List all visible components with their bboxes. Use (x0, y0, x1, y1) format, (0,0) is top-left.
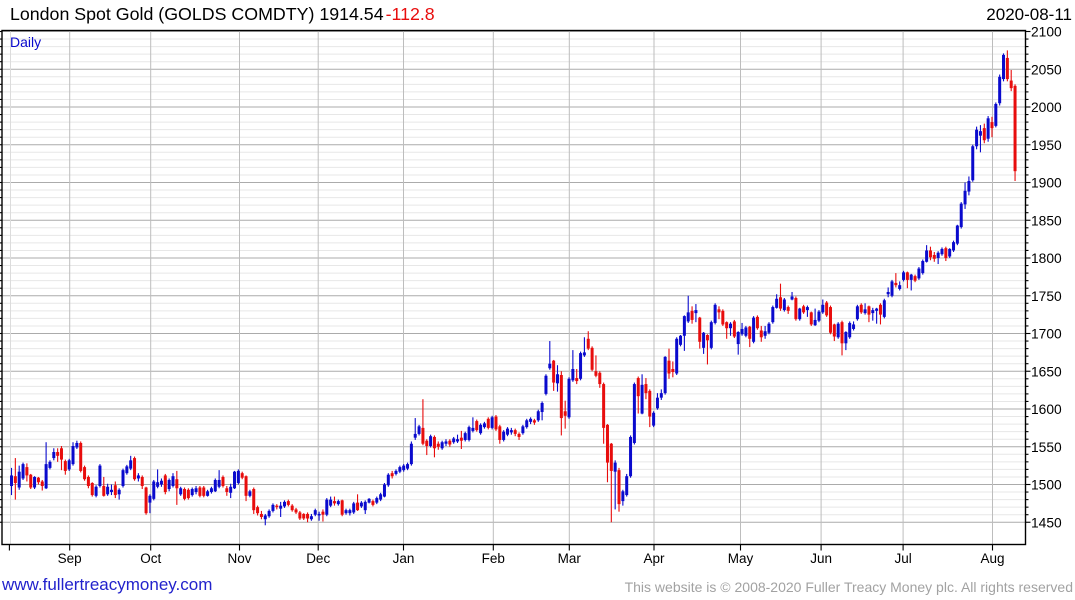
svg-text:1850: 1850 (1031, 213, 1062, 228)
svg-text:Sep: Sep (58, 551, 82, 566)
svg-text:1800: 1800 (1031, 251, 1062, 266)
svg-text:Nov: Nov (227, 551, 251, 566)
svg-text:May: May (728, 551, 754, 566)
svg-text:1700: 1700 (1031, 327, 1062, 342)
svg-text:2100: 2100 (1031, 25, 1062, 40)
svg-text:1750: 1750 (1031, 289, 1062, 304)
svg-text:1650: 1650 (1031, 364, 1062, 379)
svg-text:1500: 1500 (1031, 478, 1062, 493)
svg-text:1550: 1550 (1031, 440, 1062, 455)
svg-text:Aug: Aug (980, 551, 1004, 566)
svg-text:Mar: Mar (558, 551, 582, 566)
svg-text:Jun: Jun (810, 551, 832, 566)
svg-text:Feb: Feb (482, 551, 505, 566)
svg-text:Jul: Jul (894, 551, 911, 566)
svg-text:Dec: Dec (306, 551, 330, 566)
svg-text:1600: 1600 (1031, 402, 1062, 417)
svg-text:1950: 1950 (1031, 138, 1062, 153)
svg-text:Apr: Apr (643, 551, 665, 566)
svg-text:1450: 1450 (1031, 515, 1062, 530)
svg-text:1900: 1900 (1031, 176, 1062, 191)
svg-text:Oct: Oct (140, 551, 161, 566)
svg-text:2000: 2000 (1031, 100, 1062, 115)
svg-text:Jan: Jan (393, 551, 415, 566)
svg-text:2050: 2050 (1031, 62, 1062, 77)
